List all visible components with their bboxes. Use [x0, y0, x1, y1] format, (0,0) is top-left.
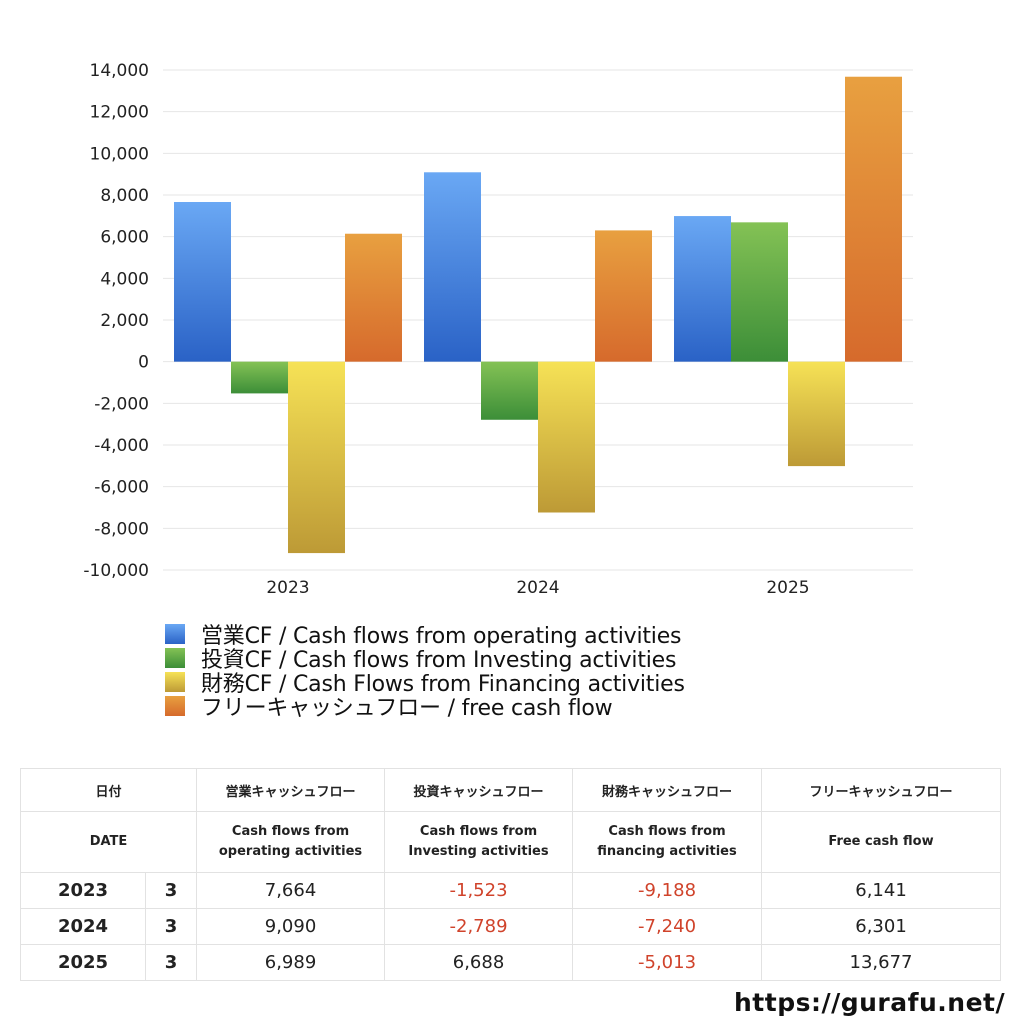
y-tick-label: 6,000	[100, 228, 149, 248]
row-month: 3	[144, 908, 198, 945]
header-operating-en-line2: operating activities	[218, 844, 363, 859]
chart-bars	[174, 76, 902, 554]
header-financing-en: Cash flows from financing activities	[572, 811, 763, 873]
bar-2025-series-3	[788, 361, 845, 467]
header-investing-en-line2: Investing activities	[408, 844, 549, 859]
bar-2025-series-1	[674, 216, 731, 362]
table-row: 2023 3 7,664 -1,523 -9,188 6,141	[20, 872, 1002, 909]
y-tick-label: 2,000	[100, 311, 149, 331]
x-tick-label-2024: 2024	[516, 578, 559, 598]
header-investing-en: Cash flows from Investing activities	[384, 811, 574, 873]
row-free: 6,301	[761, 908, 1002, 945]
legend-label-operating: 営業CF / Cash flows from operating activit…	[201, 624, 682, 649]
y-tick-label: 4,000	[100, 269, 149, 289]
legend-item-investing: 投資CF / Cash flows from Investing activit…	[165, 646, 685, 673]
row-investing: 6,688	[384, 944, 574, 981]
header-free-en: Free cash flow	[761, 811, 1002, 873]
table-row: 2025 3 6,989 6,688 -5,013 13,677	[20, 944, 1002, 981]
row-free: 6,141	[761, 872, 1002, 909]
x-axis-ticks: 2023 2024 2025	[266, 578, 809, 598]
legend-swatch-financing	[165, 672, 185, 692]
header-investing-jp: 投資キャッシュフロー	[384, 768, 574, 812]
header-financing-en-line1: Cash flows from	[608, 824, 726, 839]
header-operating-jp: 営業キャッシュフロー	[196, 768, 386, 812]
source-url: https://gurafu.net/	[734, 988, 1006, 1017]
header-date-jp: 日付	[19, 768, 198, 812]
row-financing: -7,240	[572, 908, 763, 945]
y-tick-label: -2,000	[94, 394, 149, 414]
y-tick-label: 0	[138, 353, 149, 373]
cash-flow-table: 日付 営業キャッシュフロー 投資キャッシュフロー 財務キャッシュフロー フリーキ…	[19, 768, 1002, 981]
legend-label-financing: 財務CF / Cash Flows from Financing activit…	[201, 672, 685, 697]
bar-2024-series-4	[595, 230, 652, 362]
legend-swatch-operating	[165, 624, 185, 644]
header-investing-en-line1: Cash flows from	[419, 824, 538, 839]
legend-swatch-free-cash-flow	[165, 696, 185, 716]
header-date-en: DATE	[19, 811, 198, 873]
legend-label-investing: 投資CF / Cash flows from Investing activit…	[201, 648, 677, 673]
row-investing: -2,789	[384, 908, 574, 945]
row-operating: 7,664	[196, 872, 386, 909]
header-financing-jp: 財務キャッシュフロー	[572, 768, 763, 812]
table-header-row-en: DATE Cash flows from operating activitie…	[19, 811, 1002, 873]
row-year: 2023	[20, 872, 146, 909]
bar-2024-series-2	[481, 361, 538, 420]
bar-2023-series-3	[288, 361, 345, 554]
row-operating: 9,090	[196, 908, 386, 945]
header-financing-en-line2: financing activities	[597, 844, 737, 859]
legend-item-free-cash-flow: フリーキャッシュフロー / free cash flow	[165, 694, 685, 721]
y-tick-label: 12,000	[90, 103, 149, 123]
header-operating-en-line1: Cash flows from	[231, 824, 350, 839]
row-investing: -1,523	[384, 872, 574, 909]
y-tick-label: 14,000	[90, 61, 149, 81]
bar-2025-series-2	[731, 222, 788, 362]
header-operating-en: Cash flows from operating activities	[196, 811, 386, 873]
header-free-jp: フリーキャッシュフロー	[761, 768, 1002, 812]
bar-2024-series-3	[538, 361, 595, 513]
row-year: 2024	[20, 908, 146, 945]
y-tick-label: 8,000	[100, 186, 149, 206]
row-year: 2025	[20, 944, 146, 981]
bar-2024-series-1	[424, 172, 481, 362]
x-tick-label-2025: 2025	[766, 578, 809, 598]
bar-2023-series-4	[345, 233, 402, 362]
cash-flow-bar-chart: 14,000 12,000 10,000 8,000 6,000 4,000 2,000 0 -…	[83, 61, 913, 598]
legend-item-financing: 財務CF / Cash Flows from Financing activit…	[165, 670, 685, 697]
y-tick-label: -6,000	[94, 478, 149, 498]
row-financing: -5,013	[572, 944, 763, 981]
row-financing: -9,188	[572, 872, 763, 909]
x-tick-label-2023: 2023	[266, 578, 309, 598]
bar-2023-series-1	[174, 202, 231, 362]
legend-label-free-cash-flow: フリーキャッシュフロー / free cash flow	[201, 696, 613, 721]
y-tick-label: 10,000	[90, 144, 149, 164]
row-month: 3	[144, 944, 198, 981]
bar-2023-series-2	[231, 361, 288, 394]
y-tick-label: -4,000	[94, 436, 149, 456]
legend-item-operating: 営業CF / Cash flows from operating activit…	[165, 622, 685, 649]
chart-legend: 営業CF / Cash flows from operating activit…	[165, 622, 685, 721]
y-tick-label: -10,000	[83, 561, 149, 581]
y-axis-ticks: 14,000 12,000 10,000 8,000 6,000 4,000 2,000 0 -…	[83, 61, 149, 581]
y-tick-label: -8,000	[94, 519, 149, 539]
bar-2025-series-4	[845, 76, 902, 362]
row-operating: 6,989	[196, 944, 386, 981]
table-header-row-jp: 日付 営業キャッシュフロー 投資キャッシュフロー 財務キャッシュフロー フリーキ…	[19, 768, 1002, 812]
row-free: 13,677	[761, 944, 1002, 981]
row-month: 3	[144, 872, 198, 909]
table-row: 2024 3 9,090 -2,789 -7,240 6,301	[20, 908, 1002, 945]
legend-swatch-investing	[165, 648, 185, 668]
